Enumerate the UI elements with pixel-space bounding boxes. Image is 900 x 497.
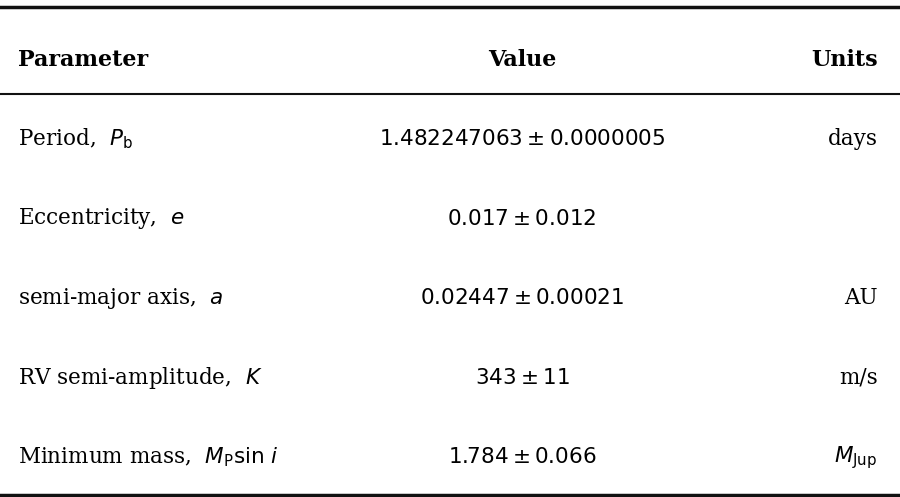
Text: Eccentricity,  $e$: Eccentricity, $e$ (18, 206, 184, 231)
Text: Parameter: Parameter (18, 49, 149, 71)
Text: AU: AU (844, 287, 878, 309)
Text: $M_{\mathrm{Jup}}$: $M_{\mathrm{Jup}}$ (834, 444, 878, 471)
Text: Value: Value (488, 49, 556, 71)
Text: Units: Units (811, 49, 878, 71)
Text: days: days (827, 128, 878, 150)
Text: $0.017 \pm 0.012$: $0.017 \pm 0.012$ (447, 208, 597, 230)
Text: $0.02447 \pm 0.00021$: $0.02447 \pm 0.00021$ (420, 287, 624, 309)
Text: $1.482247063 \pm 0.0000005$: $1.482247063 \pm 0.0000005$ (379, 128, 665, 150)
Text: semi-major axis,  $a$: semi-major axis, $a$ (18, 286, 223, 311)
Text: Minimum mass,  $M_{\mathrm{P}}\sin\,i$: Minimum mass, $M_{\mathrm{P}}\sin\,i$ (18, 445, 279, 469)
Text: $343 \pm 11$: $343 \pm 11$ (474, 367, 570, 389)
Text: RV semi-amplitude,  $K$: RV semi-amplitude, $K$ (18, 365, 263, 391)
Text: m/s: m/s (839, 367, 878, 389)
Text: $1.784 \pm 0.066$: $1.784 \pm 0.066$ (447, 446, 597, 468)
Text: Period,  $P_{\mathrm{b}}$: Period, $P_{\mathrm{b}}$ (18, 127, 133, 152)
